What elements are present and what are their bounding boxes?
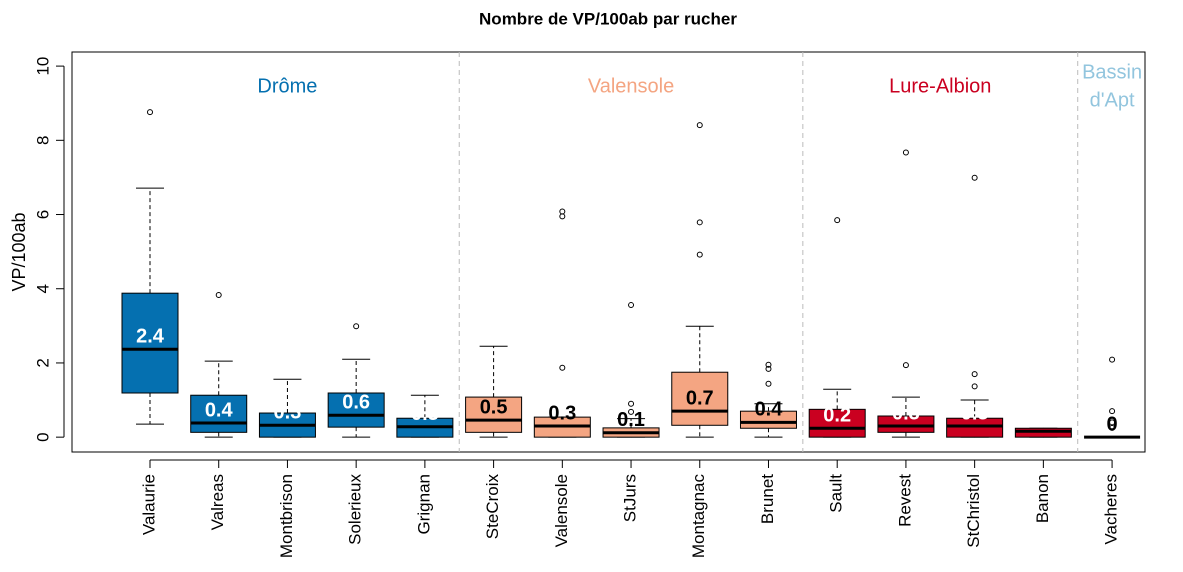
median-label: 0.6 — [342, 392, 370, 414]
group-label: Valensole — [588, 75, 674, 97]
box — [190, 394, 248, 433]
x-tick-label: StChristol — [964, 474, 983, 548]
box — [946, 417, 1004, 438]
x-tick-label: Vacheres — [1102, 474, 1121, 545]
x-tick-label: Banon — [1033, 474, 1052, 523]
outlier — [834, 217, 841, 224]
y-tick-label: 2 — [33, 358, 52, 367]
outlier — [696, 122, 703, 129]
outlier — [628, 302, 635, 309]
y-tick-label: 6 — [33, 210, 52, 219]
outlier — [215, 292, 222, 299]
x-tick-label: StJurs — [621, 474, 640, 522]
x-tick-label: Valreas — [208, 474, 227, 530]
outlier — [971, 371, 978, 378]
median-label: 0 — [1107, 413, 1118, 435]
x-tick-label: Grignan — [414, 474, 433, 534]
x-tick-label: Sault — [827, 474, 846, 513]
box — [327, 392, 385, 428]
y-tick-label: 4 — [33, 284, 52, 293]
x-tick-label: Valensole — [552, 474, 571, 547]
outlier — [902, 362, 909, 369]
x-tick-label: Revest — [895, 474, 914, 527]
box — [465, 396, 523, 433]
outlier — [765, 380, 772, 387]
outlier — [559, 364, 566, 371]
median-label: 0.3 — [961, 402, 989, 424]
outlier — [1109, 408, 1116, 415]
outlier — [559, 213, 566, 220]
median-label: 0.3 — [411, 403, 439, 425]
x-tick-label: Brunet — [758, 474, 777, 524]
group-label: d'Apt — [1090, 89, 1135, 111]
outlier — [765, 365, 772, 372]
group-label: Lure-Albion — [889, 75, 991, 97]
median-label: 0.1 — [617, 409, 645, 431]
x-tick-label: SteCroix — [483, 474, 502, 540]
y-tick-label: 8 — [33, 136, 52, 145]
outlier — [559, 208, 566, 215]
chart-title: Nombre de VP/100ab par rucher — [479, 9, 737, 28]
median-label: 0.7 — [686, 387, 714, 409]
median-label: 0.2 — [1029, 408, 1057, 430]
outlier — [628, 408, 635, 415]
x-tick-label: Montbrison — [277, 474, 296, 558]
median-label: 0.4 — [205, 399, 234, 421]
outlier — [765, 361, 772, 368]
outlier — [971, 383, 978, 390]
median-label: 0.3 — [892, 402, 920, 424]
y-axis-label: VP/100ab — [9, 212, 29, 291]
outlier — [696, 219, 703, 226]
median-label: 0.5 — [480, 396, 508, 418]
outlier — [971, 174, 978, 181]
outlier — [1109, 419, 1116, 426]
outlier — [353, 323, 360, 330]
outlier — [628, 400, 635, 407]
outlier — [1109, 356, 1116, 363]
median-label: 0.3 — [274, 402, 302, 424]
median-label: 0.2 — [823, 405, 851, 427]
box — [671, 371, 729, 426]
median-label: 0.3 — [548, 402, 576, 424]
group-label: Drôme — [257, 75, 317, 97]
box — [877, 415, 935, 433]
outlier — [696, 251, 703, 258]
box — [808, 408, 866, 438]
y-tick-label: 10 — [33, 57, 52, 76]
median-label: 2.4 — [136, 325, 165, 347]
outlier — [147, 109, 153, 116]
plot-frame — [71, 51, 1146, 453]
x-tick-label: Solerieux — [346, 474, 365, 545]
median-label: 0.4 — [755, 399, 784, 421]
group-label: Bassin — [1082, 61, 1142, 83]
y-tick-label: 0 — [33, 432, 52, 441]
box — [121, 292, 179, 394]
box — [739, 410, 797, 429]
x-tick-label: Valaurie — [139, 474, 158, 535]
x-tick-label: Montagnac — [689, 474, 708, 559]
outlier — [1109, 424, 1116, 431]
outlier — [902, 149, 909, 156]
